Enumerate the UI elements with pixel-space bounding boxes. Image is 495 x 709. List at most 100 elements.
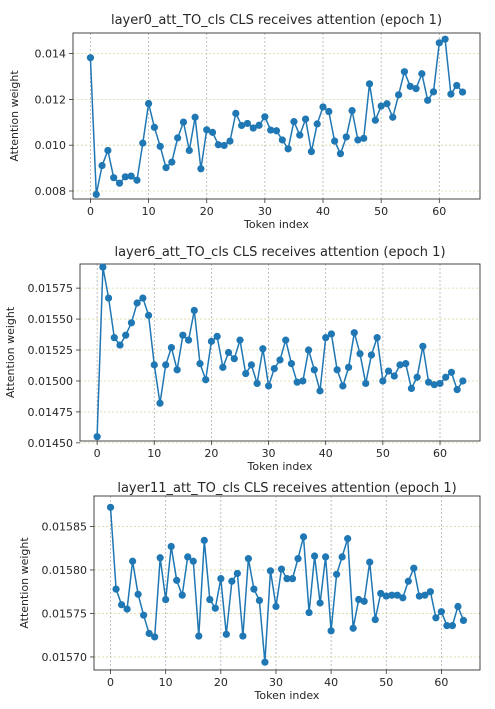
data-point (360, 597, 368, 605)
y-tick-label: 0.01575 (42, 607, 88, 620)
data-point (437, 608, 445, 616)
plot-frame (79, 263, 481, 442)
data-point (310, 366, 318, 374)
data-point (327, 627, 335, 635)
data-point (443, 622, 451, 630)
data-point (453, 386, 461, 394)
data-point (288, 575, 297, 583)
data-point (123, 605, 131, 613)
data-point (162, 595, 170, 604)
data-point (319, 103, 327, 111)
data-point (339, 382, 347, 390)
data-point (365, 80, 374, 88)
y-tick-label: 0.01570 (42, 651, 88, 664)
data-point (110, 174, 118, 182)
data-point (174, 134, 182, 142)
data-point (247, 361, 256, 369)
data-point (196, 360, 204, 368)
data-point (355, 595, 363, 604)
data-point (284, 145, 292, 153)
x-tick-label: 0 (94, 447, 101, 460)
chart-title: layer0_att_TO_cls CLS receives attention… (111, 13, 442, 28)
y-tick-label: 0.010 (35, 139, 67, 152)
data-point (200, 536, 208, 544)
data-point (144, 99, 153, 108)
y-tick-label: 0.01575 (28, 282, 74, 295)
data-point (307, 148, 315, 156)
data-point (342, 133, 350, 141)
data-point (197, 165, 205, 173)
data-point (115, 179, 124, 187)
data-point (430, 381, 438, 389)
data-point (233, 569, 241, 578)
data-point (99, 263, 107, 271)
x-tick-label: 30 (258, 205, 272, 218)
data-point (333, 570, 341, 578)
data-point (219, 363, 227, 371)
data-point (264, 382, 273, 390)
data-point (453, 81, 461, 90)
data-point (127, 319, 136, 327)
y-tick-label: 0.008 (35, 185, 67, 198)
y-axis-label: Attention weight (18, 537, 31, 629)
data-point (276, 356, 284, 364)
data-point (299, 377, 307, 385)
data-point (185, 146, 193, 155)
data-point (226, 137, 234, 145)
chart-1: layer0_att_TO_cls CLS receives attention… (8, 13, 481, 231)
data-point (390, 372, 398, 380)
data-point (213, 332, 221, 341)
x-tick-label: 0 (107, 676, 114, 689)
data-point (333, 366, 341, 374)
chart-2: layer6_att_TO_cls CLS receives attention… (4, 245, 481, 473)
data-point (421, 591, 429, 599)
data-point (366, 558, 374, 566)
data-point (418, 70, 426, 78)
data-point (253, 379, 261, 388)
data-point (379, 377, 387, 385)
data-point (424, 96, 432, 104)
x-tick-label: 60 (434, 676, 448, 689)
data-point (282, 336, 290, 344)
data-point (179, 331, 187, 339)
chart-title: layer6_att_TO_cls CLS receives attention… (114, 245, 445, 260)
data-point (410, 564, 418, 572)
series-line (109, 507, 465, 663)
data-point (354, 136, 362, 144)
y-tick-label: 0.01500 (28, 375, 74, 388)
y-tick-label: 0.01525 (28, 344, 74, 357)
data-point (299, 533, 308, 541)
x-axis-label: Token index (243, 218, 309, 231)
x-tick-label: 60 (432, 205, 446, 218)
data-point (272, 127, 281, 135)
x-tick-label: 50 (376, 447, 390, 460)
data-point (322, 553, 330, 561)
x-tick-label: 30 (262, 447, 276, 460)
series-line (96, 266, 464, 437)
data-point (249, 124, 257, 132)
data-point (327, 330, 336, 338)
data-point (458, 88, 467, 96)
data-point (220, 141, 228, 150)
data-point (316, 387, 324, 395)
data-point (238, 121, 246, 130)
x-axis-label: Token index (254, 689, 320, 702)
data-point (267, 126, 275, 134)
data-point (447, 368, 456, 376)
data-point (325, 107, 333, 116)
data-point (255, 121, 263, 129)
data-point (388, 591, 396, 599)
data-point (383, 100, 391, 108)
data-point (384, 367, 393, 375)
data-point (117, 601, 126, 609)
y-axis-label: Attention weight (4, 306, 17, 398)
data-point (294, 555, 302, 563)
data-point (168, 158, 176, 166)
data-point (441, 35, 449, 43)
y-tick-label: 0.01580 (42, 564, 88, 577)
data-point (184, 553, 192, 561)
plot-frame (93, 495, 481, 671)
data-point (349, 624, 357, 632)
x-tick-label: 50 (374, 205, 388, 218)
data-point (393, 591, 401, 599)
